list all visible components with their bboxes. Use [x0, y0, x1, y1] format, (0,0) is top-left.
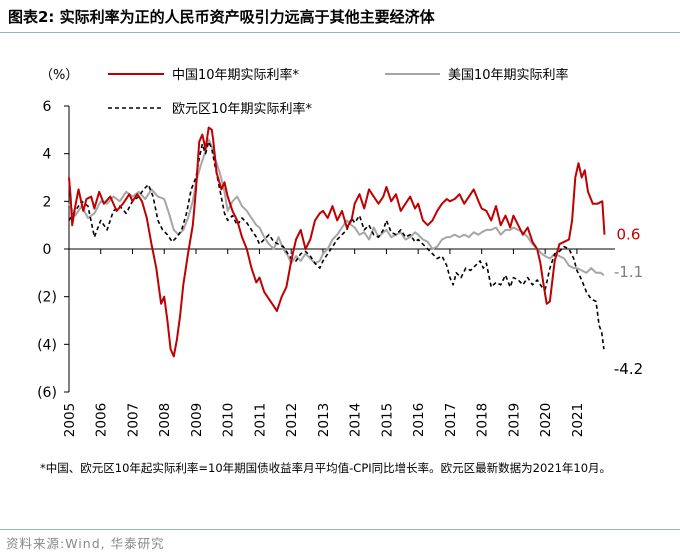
- chart-title: 图表2: 实际利率为正的人民币资产吸引力远高于其他主要经济体: [8, 8, 435, 26]
- unit-label: （%）: [40, 68, 78, 83]
- y-tick-label: 2: [43, 194, 52, 210]
- footer-divider: [0, 529, 680, 530]
- y-tick-label: 4: [43, 147, 52, 163]
- legend-label-eurozone: 欧元区10年期实际利率*: [172, 101, 313, 117]
- legend-label-china: 中国10年期实际利率*: [172, 67, 300, 83]
- x-tick-label: 2013: [316, 403, 332, 437]
- series-line-eurozone: [68, 141, 605, 350]
- x-tick-label: 2009: [189, 403, 205, 437]
- plot-area: 6 4 2 0 (2) (4) (6) 2005 2006 2007 2008 2009 2010 201…: [37, 99, 643, 437]
- end-label-china: 0.6: [617, 226, 641, 244]
- y-tick-label: 0: [43, 242, 52, 258]
- x-tick-label: 2005: [62, 403, 78, 437]
- legend-label-us: 美国10年期实际利率: [448, 67, 569, 83]
- x-tick-label: 2007: [125, 403, 141, 437]
- source-note: 资料来源:Wind, 华泰研究: [6, 536, 165, 551]
- series-line-china: [68, 126, 606, 358]
- x-tick-label: 2010: [221, 403, 237, 437]
- y-tick-label: (2): [37, 290, 57, 306]
- x-tick-label: 2018: [475, 403, 491, 437]
- footnote: *中国、欧元区10年起实际利率=10年期国债收益率月平均值-CPI同比增长率。欧…: [40, 461, 612, 475]
- x-tick-label: 2016: [411, 403, 427, 437]
- y-tick-label: 6: [43, 99, 52, 115]
- y-tick-label: (4): [37, 337, 57, 353]
- x-tick-label: 2021: [570, 403, 586, 437]
- series-line-us: [68, 138, 605, 276]
- x-tick-label: 2019: [506, 403, 522, 437]
- x-tick-label: 2017: [443, 403, 459, 437]
- x-tick-label: 2015: [379, 403, 395, 437]
- x-tick-label: 2006: [94, 403, 110, 437]
- x-tick-label: 2008: [157, 403, 173, 437]
- x-tick-label: 2014: [348, 403, 364, 437]
- legend: 中国10年期实际利率* 美国10年期实际利率 欧元区10年期实际利率*: [108, 67, 569, 117]
- x-tick-label: 2011: [252, 403, 268, 437]
- title-divider: [0, 32, 680, 33]
- x-tick-label: 2020: [538, 403, 554, 437]
- y-tick-label: (6): [37, 385, 57, 401]
- x-tick-label: 2012: [284, 403, 300, 437]
- end-label-eurozone: -4.2: [614, 360, 643, 378]
- end-label-us: -1.1: [614, 263, 643, 281]
